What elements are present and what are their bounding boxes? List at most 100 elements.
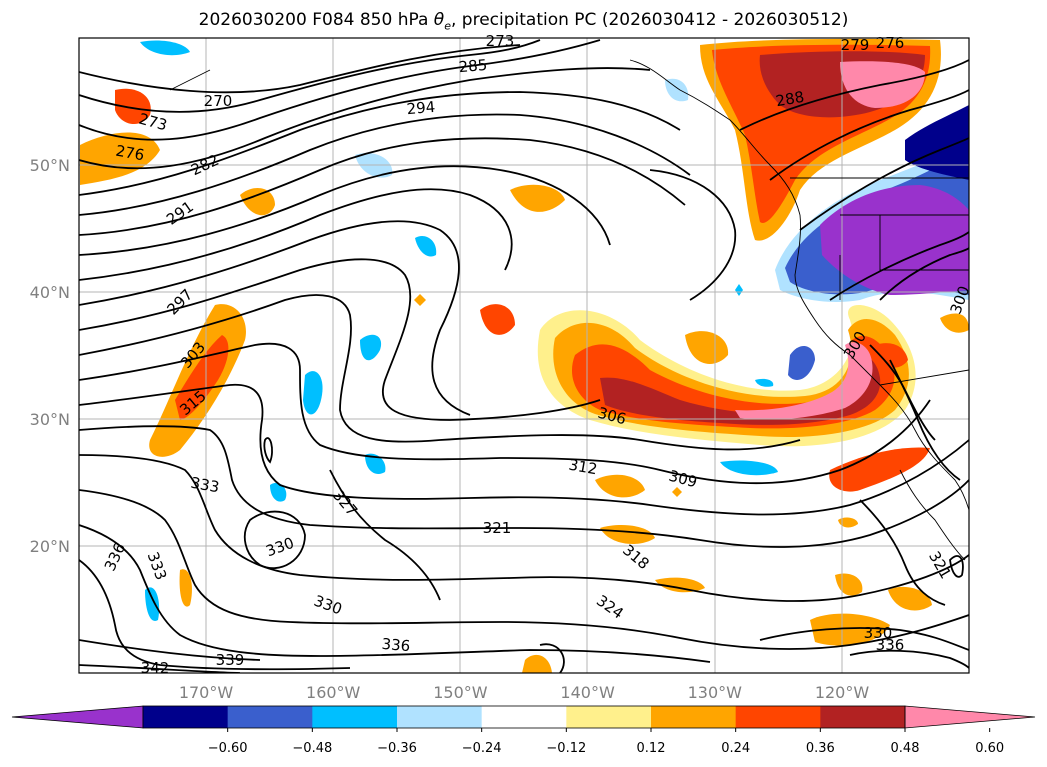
coast-baja [879,384,969,511]
contour-270 [79,44,521,94]
contour-288 [79,137,686,236]
contour-east-3 [799,137,969,231]
colorbar-tick-label-5: 0.12 [637,741,666,756]
contour-300 [79,258,601,421]
pc-small-orange-5 [595,474,645,498]
pc-neg-lightblue-7 [720,460,778,476]
colorbar-segment-2 [227,706,313,728]
contour-306 [79,342,931,485]
lon-label-2: 150°W [433,683,488,702]
contour-south-3 [539,643,565,673]
pc-neg-lightblue-11 [735,284,743,296]
title-theta-subscript: e [444,19,451,33]
colorbar-tick-label-3: −0.24 [462,741,502,756]
contour-label-276-1: 276 [876,34,905,52]
pc-tiny-orange-2 [672,487,682,497]
contour-east-5 [879,247,969,301]
pc-east-edge-orange [940,313,969,333]
colorbar-tick-label-8: 0.48 [891,741,920,756]
map-frame-border [78,37,970,674]
coast-west-us [794,214,881,386]
contour-279 [79,67,651,170]
contour-label-333: 333 [189,474,220,497]
contour-303 [79,294,801,451]
contour-273 [79,39,541,113]
contour-label-336-1: 336 [381,635,411,655]
coastlines [169,59,969,561]
pc-neg-lightblue-8 [145,587,160,621]
pc-baja-red [875,343,908,368]
colorbar-extend-max [904,705,1036,729]
title-suffix: , precipitation PC (2026030412 - 2026030… [450,10,849,30]
pc-tiny-orange-3 [838,517,858,528]
contour-330 [263,437,273,464]
map-title: 2026030200 F084 850 hPa θe, precipitatio… [0,10,1047,32]
lon-label-1: 160°W [306,683,361,702]
contour-label-312: 312 [567,456,598,479]
contour-315 [79,454,969,602]
colorbar-segment-8 [735,706,821,728]
coast-aleutian [169,69,211,91]
lat-label-1: 30°N [30,410,70,429]
pc-small-orange-1 [240,187,275,216]
pc-small-orange-2 [510,184,565,212]
contour-309 [79,383,969,516]
colorbar-tick-label-1: −0.48 [292,741,332,756]
latitude-labels: 20°N 30°N 40°N 50°N [30,156,70,556]
theta-e-contours [79,39,969,673]
map-field [79,38,969,673]
contour-285 [79,113,691,216]
colorbar-segment-9 [820,706,906,728]
pc-neg-lightblue-9 [270,482,287,502]
colorbar-tick-label-9: 0.60 [975,741,1004,756]
coast-alaska-bc [629,59,801,216]
contour-se-1 [759,627,969,651]
positive-pc-regions [80,38,969,673]
pc-small-orange-6 [600,525,655,544]
colorbar-tick-label-4: −0.12 [546,741,586,756]
contour-south-1 [79,639,261,661]
pc-small-orange-3 [480,304,515,335]
contour-hook [649,169,737,301]
contour-327 [243,510,306,570]
contour-342 [869,344,936,441]
contour-se-3 [949,555,964,578]
colorbar-segment-6 [566,706,652,728]
pc-neg-lightblue-6 [365,453,386,475]
colorbar-segment-7 [651,706,737,728]
colorbar-border [142,705,906,729]
pc-small-orange-9 [179,569,192,607]
lat-label-0: 20°N [30,537,70,556]
contour-label-330-2: 330 [864,624,893,642]
contour-276 [79,39,601,141]
contour-east-2 [769,89,969,181]
pc-southeast-red [829,447,930,492]
contour-label-339: 339 [216,651,245,669]
colorbar-tick-label-7: 0.36 [806,741,835,756]
title-theta: θ [433,10,445,30]
contour-label-279: 279 [841,36,870,54]
border-states-2 [879,215,969,271]
contour-label-321: 321 [483,519,512,537]
pc-neg-lightblue-12 [755,378,774,387]
pc-tiny-orange-1 [414,294,426,306]
pc-aleutian-orange [80,132,160,185]
contour-label-273-1: 273 [486,32,515,50]
pc-neg-west-us-navy [905,105,969,180]
contour-east-1 [739,59,969,131]
contour-label-294: 294 [406,98,436,118]
pc-small-orange-4 [685,331,729,364]
coast-mexico [899,469,966,561]
contour-312 [79,425,969,548]
contour-label-288: 288 [774,88,805,111]
lon-label-5: 120°W [815,683,870,702]
contour-label-270: 270 [204,92,233,110]
title-prefix: 2026030200 F084 850 hPa [198,10,434,30]
contour-318 [79,489,969,650]
pc-small-orange-7 [655,577,705,593]
colorbar: −0.60 −0.48 −0.36 −0.24 −0.12 0.12 0.24 0.36 0.4… [11,705,1036,756]
contour-291 [79,165,611,256]
pc-neg-lightblue-5 [303,371,323,415]
pc-neg-lightblue-2 [140,40,190,56]
